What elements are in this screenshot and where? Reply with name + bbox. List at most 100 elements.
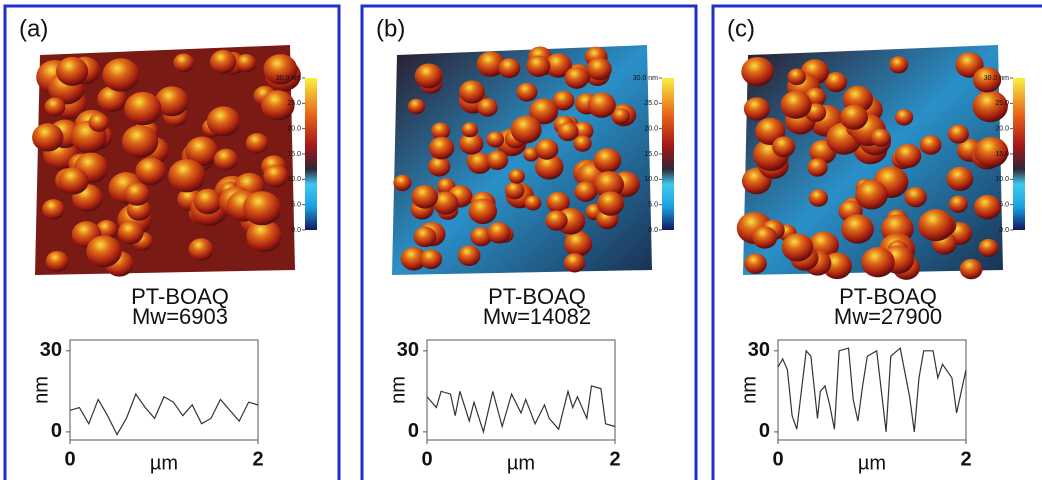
- afm-surface: [32, 45, 301, 277]
- panel-frame: [3, 4, 341, 480]
- afm-grain: [432, 191, 459, 215]
- plot-frame: [426, 339, 616, 441]
- y-tick-label: 0: [759, 420, 770, 442]
- colorbar-tick-label: 10.0: [644, 176, 658, 183]
- afm-grain: [461, 122, 479, 138]
- afm-grain: [117, 221, 144, 245]
- y-axis-label: nm: [738, 376, 760, 404]
- afm-grain: [508, 169, 525, 184]
- y-axis-label: nm: [30, 376, 52, 404]
- plot-frame: [69, 339, 259, 441]
- afm-grain: [564, 231, 593, 257]
- afm-grain: [572, 121, 594, 141]
- colorbar-tick-label: 30.0 nm: [276, 75, 301, 82]
- afm-grain: [245, 133, 269, 154]
- afm-grain: [772, 136, 796, 158]
- afm-grain: [573, 135, 592, 152]
- afm-grain: [44, 97, 66, 117]
- plot-frame: [777, 339, 967, 441]
- afm-grain: [477, 98, 498, 117]
- afm-grain: [563, 253, 586, 273]
- y-tick-label: 30: [40, 339, 62, 361]
- colorbar-tick-label: 5.0: [648, 202, 658, 209]
- afm-grain: [526, 55, 551, 77]
- afm-grain: [246, 220, 282, 253]
- afm-grain: [524, 195, 542, 211]
- afm-grain: [741, 56, 774, 87]
- colorbar-tick-label: 0.0: [291, 227, 301, 234]
- profile-line: [777, 346, 967, 432]
- afm-grain: [428, 156, 451, 177]
- afm-grain: [824, 72, 848, 93]
- afm-grain: [467, 152, 492, 174]
- x-axis-label: µm: [858, 452, 886, 474]
- afm-grain: [188, 238, 214, 261]
- afm-grain: [420, 249, 443, 270]
- afm-grain: [42, 199, 65, 220]
- afm-grain: [56, 56, 89, 86]
- afm-grain: [855, 180, 888, 210]
- chart-subtitle: Mw=14082: [483, 304, 591, 329]
- colorbar-tick-label: 5.0: [999, 202, 1009, 209]
- colorbar-tick-label: 5.0: [291, 202, 301, 209]
- afm-grain: [787, 68, 806, 86]
- afm-grain: [973, 194, 1002, 220]
- afm-grain: [58, 167, 89, 195]
- colorbar-tick-label: 30.0 nm: [984, 75, 1009, 82]
- panel-label: (b): [376, 15, 405, 42]
- afm-grain: [545, 210, 568, 231]
- afm-grain: [97, 86, 127, 113]
- y-tick-label: 0: [408, 420, 419, 442]
- x-tick-label: 0: [421, 448, 432, 470]
- afm-grain: [400, 247, 427, 271]
- afm-grain: [948, 195, 968, 213]
- x-tick-label: 2: [609, 448, 620, 470]
- afm-grain: [457, 245, 481, 266]
- afm-grain: [529, 98, 559, 125]
- chart-subtitle: Mw=27900: [834, 304, 942, 329]
- afm-grain: [135, 157, 167, 186]
- afm-grain: [959, 258, 983, 280]
- afm-grain: [894, 143, 922, 168]
- colorbar-tick-label: 25.0: [644, 100, 658, 107]
- afm-grain: [407, 98, 425, 115]
- afm-grain: [124, 91, 162, 126]
- afm-grain: [510, 115, 542, 144]
- afm-grain: [523, 147, 539, 162]
- afm-grain: [596, 191, 625, 216]
- afm-grain: [889, 56, 909, 74]
- afm-grain: [552, 90, 575, 111]
- afm-grain: [486, 131, 505, 148]
- x-tick-label: 2: [252, 448, 263, 470]
- afm-grain: [393, 174, 412, 192]
- afm-grain: [155, 86, 189, 117]
- colorbar-tick-label: 0.0: [999, 227, 1009, 234]
- afm-grain: [209, 49, 237, 74]
- afm-grain: [459, 80, 485, 104]
- colorbar-tick-label: 10.0: [287, 176, 301, 183]
- afm-grain: [206, 106, 241, 137]
- afm-grain: [918, 209, 954, 242]
- afm-grain: [919, 135, 942, 155]
- x-tick-label: 0: [772, 448, 783, 470]
- afm-grain: [752, 226, 778, 249]
- afm-grain: [594, 171, 625, 199]
- afm-grain: [544, 53, 572, 78]
- y-tick-label: 30: [748, 339, 770, 361]
- afm-grain: [95, 220, 118, 240]
- afm-grain: [840, 104, 869, 130]
- afm-grain: [974, 136, 1009, 168]
- colorbar: [305, 78, 317, 230]
- afm-grain: [781, 233, 814, 262]
- afm-grain: [978, 238, 999, 257]
- profile-line: [69, 392, 259, 436]
- afm-surface: [736, 45, 1009, 280]
- y-tick-label: 30: [397, 339, 419, 361]
- afm-grain: [546, 191, 570, 213]
- afm-grain: [193, 188, 222, 215]
- afm-grain: [557, 122, 579, 142]
- panel: (a) 30.0 nm 25.0 20.0 15.0 10.0 5.0 0.0 PT-BOAQM…: [3, 4, 341, 480]
- afm-grain: [213, 148, 238, 171]
- afm-grain: [45, 251, 69, 272]
